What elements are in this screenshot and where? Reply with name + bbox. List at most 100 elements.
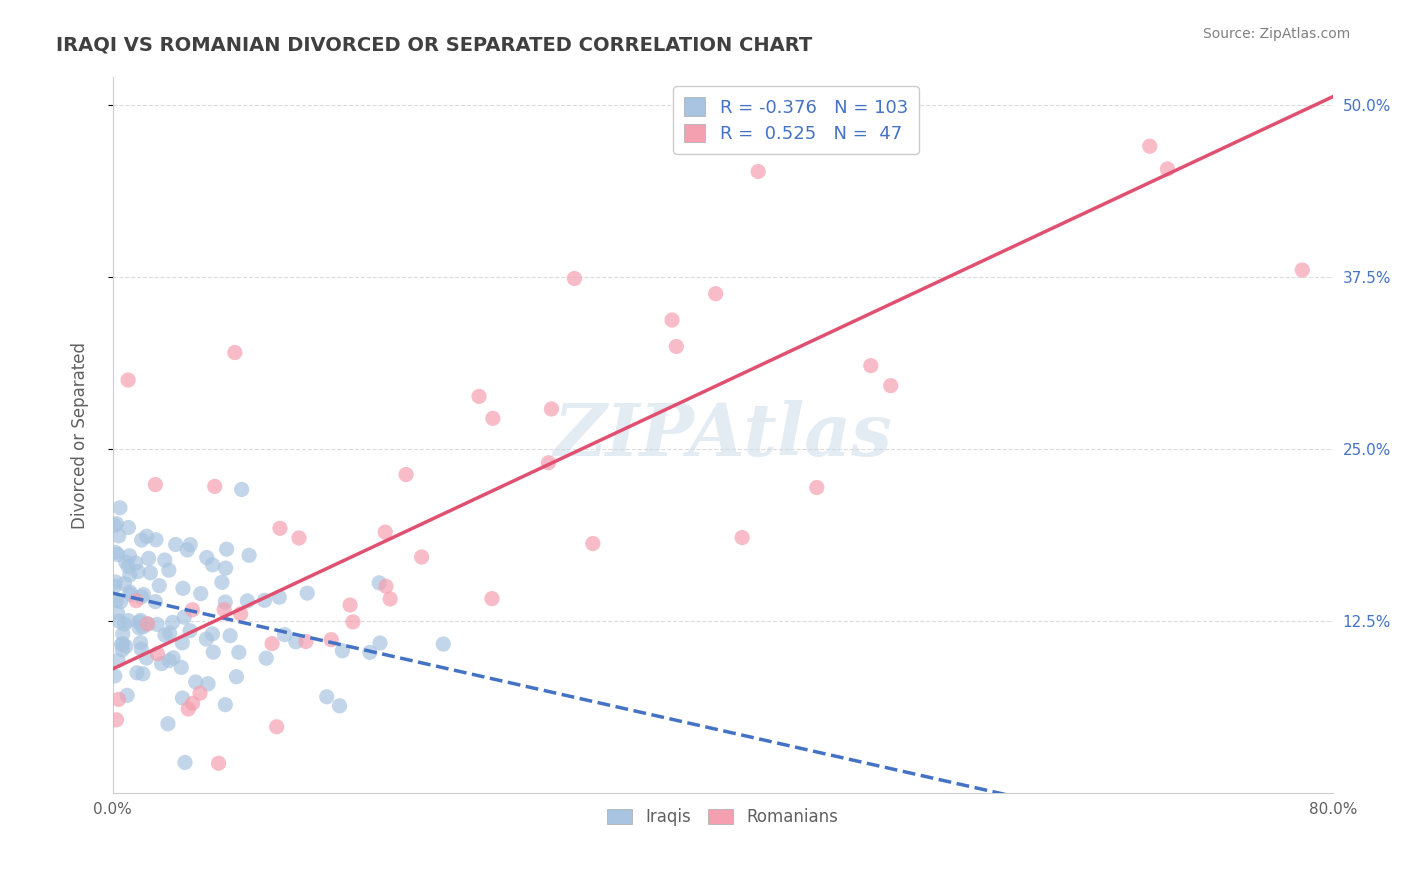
Point: [195, 632, 218, 646]
Point: [211, 575, 233, 590]
Point: [117, 520, 139, 534]
Text: Source: ZipAtlas.com: Source: ZipAtlas.com: [1202, 27, 1350, 41]
Point: [177, 702, 200, 716]
Point: [582, 536, 605, 550]
Point: [136, 616, 159, 631]
Point: [115, 689, 138, 703]
Point: [135, 529, 157, 543]
Point: [111, 643, 134, 657]
Point: [231, 483, 253, 497]
Point: [224, 345, 246, 359]
Point: [204, 479, 226, 493]
Point: [339, 598, 361, 612]
Point: [880, 378, 903, 392]
Point: [468, 389, 491, 403]
Point: [188, 686, 211, 700]
Point: [114, 640, 136, 654]
Point: [665, 339, 688, 353]
Point: [197, 677, 219, 691]
Point: [157, 654, 180, 668]
Point: [111, 637, 134, 651]
Point: [162, 650, 184, 665]
Point: [132, 588, 155, 602]
Point: [153, 628, 176, 642]
Point: [201, 627, 224, 641]
Point: [118, 568, 141, 582]
Point: [482, 411, 505, 425]
Point: [114, 617, 136, 632]
Point: [207, 756, 229, 771]
Point: [378, 591, 401, 606]
Point: [114, 555, 136, 569]
Point: [105, 713, 128, 727]
Point: [146, 617, 169, 632]
Point: [342, 615, 364, 629]
Point: [107, 692, 129, 706]
Point: [184, 675, 207, 690]
Point: [374, 525, 396, 540]
Point: [214, 698, 236, 712]
Point: [117, 559, 139, 574]
Point: [176, 543, 198, 558]
Point: [181, 696, 204, 710]
Point: [136, 616, 159, 631]
Point: [125, 593, 148, 607]
Point: [173, 610, 195, 624]
Point: [120, 588, 142, 602]
Point: [118, 549, 141, 563]
Point: [297, 586, 319, 600]
Point: [537, 456, 560, 470]
Point: [131, 533, 153, 547]
Point: [432, 637, 454, 651]
Point: [540, 401, 562, 416]
Legend: Iraqis, Romanians: Iraqis, Romanians: [599, 800, 846, 834]
Point: [321, 632, 343, 647]
Point: [107, 606, 129, 620]
Point: [135, 651, 157, 665]
Point: [162, 615, 184, 630]
Point: [153, 553, 176, 567]
Point: [172, 582, 194, 596]
Point: [105, 516, 128, 531]
Point: [481, 591, 503, 606]
Point: [238, 549, 260, 563]
Point: [262, 637, 284, 651]
Y-axis label: Divorced or Separated: Divorced or Separated: [72, 342, 89, 529]
Text: ZIPAtlas: ZIPAtlas: [554, 400, 893, 471]
Point: [179, 624, 201, 638]
Point: [110, 638, 132, 652]
Point: [661, 313, 683, 327]
Point: [150, 657, 173, 671]
Point: [225, 670, 247, 684]
Point: [288, 531, 311, 545]
Point: [132, 666, 155, 681]
Point: [212, 602, 235, 616]
Point: [254, 651, 277, 665]
Point: [107, 614, 129, 628]
Point: [146, 647, 169, 661]
Point: [129, 614, 152, 628]
Point: [103, 518, 125, 533]
Point: [138, 551, 160, 566]
Point: [107, 529, 129, 543]
Point: [170, 660, 193, 674]
Point: [273, 627, 295, 641]
Point: [104, 669, 127, 683]
Point: [179, 538, 201, 552]
Point: [195, 550, 218, 565]
Point: [284, 634, 307, 648]
Point: [105, 593, 128, 607]
Point: [156, 716, 179, 731]
Point: [129, 590, 152, 604]
Point: [117, 373, 139, 387]
Text: IRAQI VS ROMANIAN DIVORCED OR SEPARATED CORRELATION CHART: IRAQI VS ROMANIAN DIVORCED OR SEPARATED …: [56, 36, 813, 54]
Point: [202, 645, 225, 659]
Point: [174, 756, 197, 770]
Point: [128, 615, 150, 629]
Point: [266, 720, 288, 734]
Point: [104, 574, 127, 589]
Point: [125, 556, 148, 570]
Point: [315, 690, 337, 704]
Point: [375, 579, 398, 593]
Point: [111, 627, 134, 641]
